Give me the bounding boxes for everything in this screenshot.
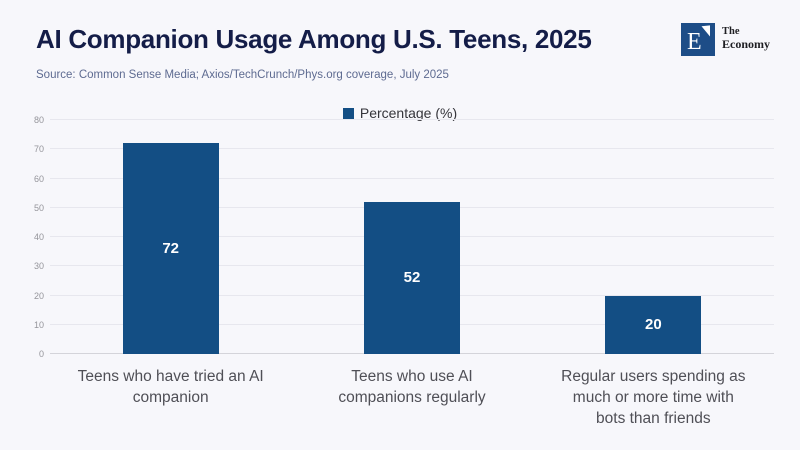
x-category-label: Regular users spending as much or more ti… (561, 368, 746, 427)
legend-swatch (342, 107, 354, 119)
y-tick-label: 80 (33, 115, 44, 125)
svg-text:E: E (687, 29, 702, 55)
chart-title: AI Companion Usage Among U.S. Teens, 202… (36, 24, 592, 54)
bar-value-label: 52 (403, 269, 421, 287)
legend-label: Percentage (%) (359, 105, 458, 121)
brand-logo-icon: E (681, 23, 715, 56)
source-note: Source: Common Sense Media; Axios/TechCr… (36, 69, 449, 81)
y-tick-label: 0 (38, 349, 44, 359)
bar-value-label: 72 (162, 240, 179, 258)
y-tick-label: 20 (33, 290, 44, 301)
gridline (50, 148, 774, 150)
y-axis: 0 10 20 30 40 50 60 70 80 (18, 115, 44, 359)
brand-logo-text: The Economy (722, 26, 770, 51)
x-axis: Teens who have tried an AI companion Teens… (50, 366, 774, 429)
gridline (50, 177, 774, 179)
bar: 52 (364, 201, 460, 354)
x-category-label: Teens who use AI companions regularly (338, 368, 486, 406)
gridline (50, 119, 774, 120)
bar: 72 (122, 143, 219, 354)
brand-name-line1: The (722, 26, 740, 37)
y-tick-label: 10 (33, 319, 44, 330)
y-tick-label: 30 (33, 261, 44, 272)
bar: 20 (605, 295, 702, 354)
y-tick-label: 70 (33, 144, 44, 155)
plot-area: 72 52 20 (50, 119, 774, 354)
x-category-label: Teens who have tried an AI companion (77, 368, 264, 406)
y-tick-label: 40 (33, 232, 44, 242)
brand-logo: E The Economy (681, 23, 770, 56)
y-tick-label: 50 (33, 202, 44, 213)
y-tick-label: 60 (33, 173, 44, 184)
bar-value-label: 20 (644, 316, 662, 334)
chart-legend: Percentage (%) (0, 105, 800, 121)
brand-name-line2: Economy (722, 36, 770, 51)
